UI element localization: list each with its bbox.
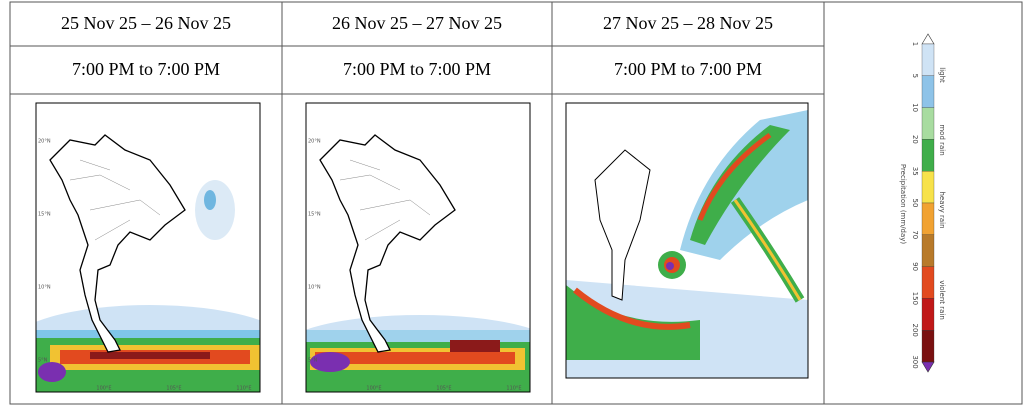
colorbar-segment — [921, 139, 935, 172]
colorbar-tick-label: 50 — [911, 199, 919, 208]
lat-label: 15°N — [308, 212, 321, 218]
colorbar-tick-label: 200 — [911, 324, 919, 337]
colorbar-segment — [921, 107, 935, 140]
colorbar-tick-label: 5 — [911, 74, 919, 78]
lat-label: 5°N — [38, 358, 48, 364]
lon-label: 105°E — [436, 386, 451, 392]
colorbar-segment — [921, 43, 935, 76]
lat-label: 20°N — [308, 139, 321, 145]
time-header: 7:00 PM to 7:00 PM — [343, 59, 491, 79]
colorbar-tick-label: 10 — [911, 103, 919, 112]
colorbar-tick-label: 70 — [911, 230, 919, 239]
colorbar-segment — [921, 202, 935, 235]
table-grid — [9, 1, 1023, 405]
date-header: 26 Nov 25 – 27 Nov 25 — [332, 13, 502, 33]
colorbar-tick-label: 35 — [911, 167, 919, 176]
lat-label: 15°N — [38, 212, 51, 218]
time-header: 7:00 PM to 7:00 PM — [72, 59, 220, 79]
colorbar-class-label: heavy rain — [938, 191, 946, 228]
colorbar-cap — [921, 361, 935, 373]
lon-label: 105°E — [166, 386, 181, 392]
colorbar-tick-label: 150 — [911, 292, 919, 305]
lat-label: 10°N — [38, 285, 51, 291]
map — [565, 102, 809, 379]
lon-label: 100°E — [96, 386, 111, 392]
colorbar-cap — [921, 33, 935, 45]
lat-label: 5°N — [308, 358, 318, 364]
colorbar-segment — [921, 75, 935, 108]
lat-label: 20°N — [38, 139, 51, 145]
colorbar-segment — [921, 298, 935, 331]
colorbar-tick-label: 300 — [911, 355, 919, 368]
colorbar-class-label: violent rain — [938, 280, 946, 320]
colorbar-segment — [921, 266, 935, 299]
colorbar-tick-label: 1 — [911, 42, 919, 46]
lat-label: 10°N — [308, 285, 321, 291]
legend: Precipitation (mm/day) 1 5 10 20 35 50 70 90 150… — [899, 33, 946, 373]
lon-label: 110°E — [506, 386, 521, 392]
colorbar-segment — [921, 330, 935, 363]
map — [35, 102, 261, 393]
date-header: 27 Nov 25 – 28 Nov 25 — [603, 13, 773, 33]
colorbar-segment — [921, 171, 935, 204]
colorbar-tick-label: 90 — [911, 262, 919, 271]
map — [305, 102, 531, 393]
colorbar-tick-label: 20 — [911, 135, 919, 144]
date-header: 25 Nov 25 – 26 Nov 25 — [61, 13, 231, 33]
time-header: 7:00 PM to 7:00 PM — [614, 59, 762, 79]
colorbar-class-label: light — [938, 67, 946, 83]
lon-label: 110°E — [236, 386, 251, 392]
colorbar-class-label: mod rain — [938, 124, 946, 155]
colorbar-segment — [921, 234, 935, 267]
legend-title: Precipitation (mm/day) — [899, 164, 907, 245]
lon-label: 100°E — [366, 386, 381, 392]
